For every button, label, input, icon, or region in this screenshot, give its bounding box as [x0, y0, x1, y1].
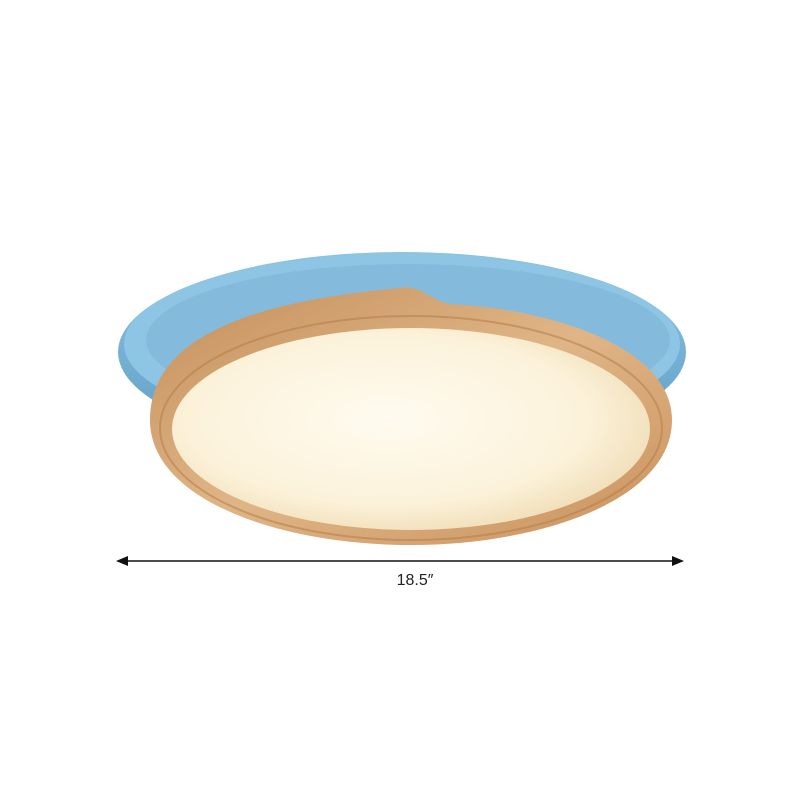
light-diffuser	[172, 328, 650, 530]
dimension-label: 18.5″	[396, 572, 434, 589]
width-dimension-arrow	[116, 556, 684, 566]
